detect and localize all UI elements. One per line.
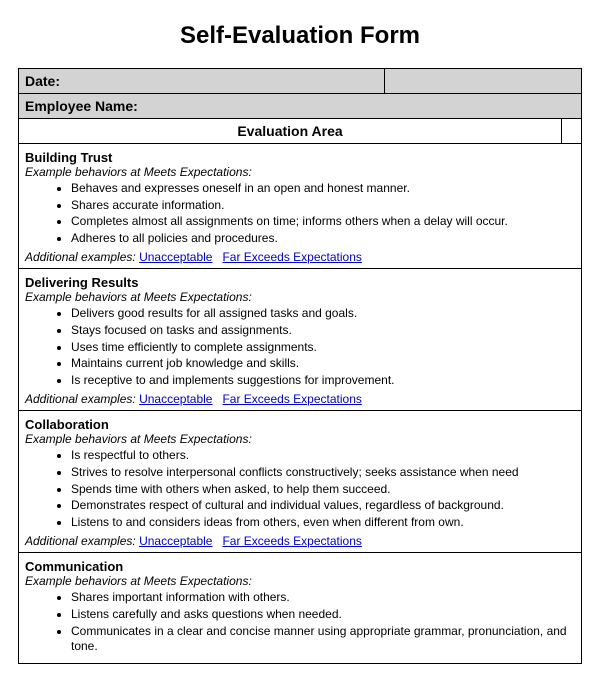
behavior-item: Completes almost all assignments on time… bbox=[71, 214, 575, 230]
section-sub-label: Example behaviors at Meets Expectations: bbox=[25, 290, 575, 304]
behavior-item: Is respectful to others. bbox=[71, 448, 575, 464]
link-far-exceeds[interactable]: Far Exceeds Expectations bbox=[222, 250, 361, 264]
section-cell: CollaborationExample behaviors at Meets … bbox=[19, 411, 582, 553]
section-sub-label: Example behaviors at Meets Expectations: bbox=[25, 574, 575, 588]
evaluation-table: Date: Employee Name: Evaluation Area Bui… bbox=[18, 68, 582, 664]
behavior-item: Listens carefully and asks questions whe… bbox=[71, 607, 575, 623]
behavior-item: Demonstrates respect of cultural and ind… bbox=[71, 498, 575, 514]
section-title: Communication bbox=[25, 559, 575, 574]
behavior-item: Communicates in a clear and concise mann… bbox=[71, 624, 575, 655]
behaviors-list: Delivers good results for all assigned t… bbox=[25, 306, 575, 388]
additional-label: Additional examples: bbox=[25, 392, 139, 406]
additional-examples: Additional examples: Unacceptable Far Exc… bbox=[25, 250, 575, 264]
behavior-item: Strives to resolve interpersonal conflic… bbox=[71, 465, 575, 481]
date-value-cell[interactable] bbox=[384, 69, 581, 94]
behavior-item: Adheres to all policies and procedures. bbox=[71, 231, 575, 247]
behaviors-list: Shares important information with others… bbox=[25, 590, 575, 654]
link-far-exceeds[interactable]: Far Exceeds Expectations bbox=[222, 534, 361, 548]
additional-examples: Additional examples: Unacceptable Far Exc… bbox=[25, 534, 575, 548]
behaviors-list: Is respectful to others.Strives to resol… bbox=[25, 448, 575, 530]
behavior-item: Delivers good results for all assigned t… bbox=[71, 306, 575, 322]
additional-label: Additional examples: bbox=[25, 534, 139, 548]
employee-name-cell[interactable]: Employee Name: bbox=[19, 94, 582, 119]
evaluation-area-header: Evaluation Area bbox=[19, 119, 562, 144]
date-label-cell: Date: bbox=[19, 69, 385, 94]
link-far-exceeds[interactable]: Far Exceeds Expectations bbox=[222, 392, 361, 406]
behavior-item: Shares accurate information. bbox=[71, 198, 575, 214]
behavior-item: Shares important information with others… bbox=[71, 590, 575, 606]
behavior-item: Spends time with others when asked, to h… bbox=[71, 482, 575, 498]
section-cell: Building TrustExample behaviors at Meets… bbox=[19, 144, 582, 269]
link-unacceptable[interactable]: Unacceptable bbox=[139, 250, 212, 264]
behavior-item: Stays focused on tasks and assignments. bbox=[71, 323, 575, 339]
link-unacceptable[interactable]: Unacceptable bbox=[139, 534, 212, 548]
behavior-item: Uses time efficiently to complete assign… bbox=[71, 340, 575, 356]
link-unacceptable[interactable]: Unacceptable bbox=[139, 392, 212, 406]
additional-label: Additional examples: bbox=[25, 250, 139, 264]
behavior-item: Listens to and considers ideas from othe… bbox=[71, 515, 575, 531]
section-title: Delivering Results bbox=[25, 275, 575, 290]
evaluation-area-score-header bbox=[562, 119, 582, 144]
behaviors-list: Behaves and expresses oneself in an open… bbox=[25, 181, 575, 246]
section-sub-label: Example behaviors at Meets Expectations: bbox=[25, 165, 575, 179]
behavior-item: Behaves and expresses oneself in an open… bbox=[71, 181, 575, 197]
behavior-item: Is receptive to and implements suggestio… bbox=[71, 373, 575, 389]
behavior-item: Maintains current job knowledge and skil… bbox=[71, 356, 575, 372]
section-cell: CommunicationExample behaviors at Meets … bbox=[19, 553, 582, 663]
page-title: Self-Evaluation Form bbox=[18, 22, 582, 50]
section-title: Collaboration bbox=[25, 417, 575, 432]
section-sub-label: Example behaviors at Meets Expectations: bbox=[25, 432, 575, 446]
additional-examples: Additional examples: Unacceptable Far Exc… bbox=[25, 392, 575, 406]
section-title: Building Trust bbox=[25, 150, 575, 165]
section-cell: Delivering ResultsExample behaviors at M… bbox=[19, 269, 582, 411]
